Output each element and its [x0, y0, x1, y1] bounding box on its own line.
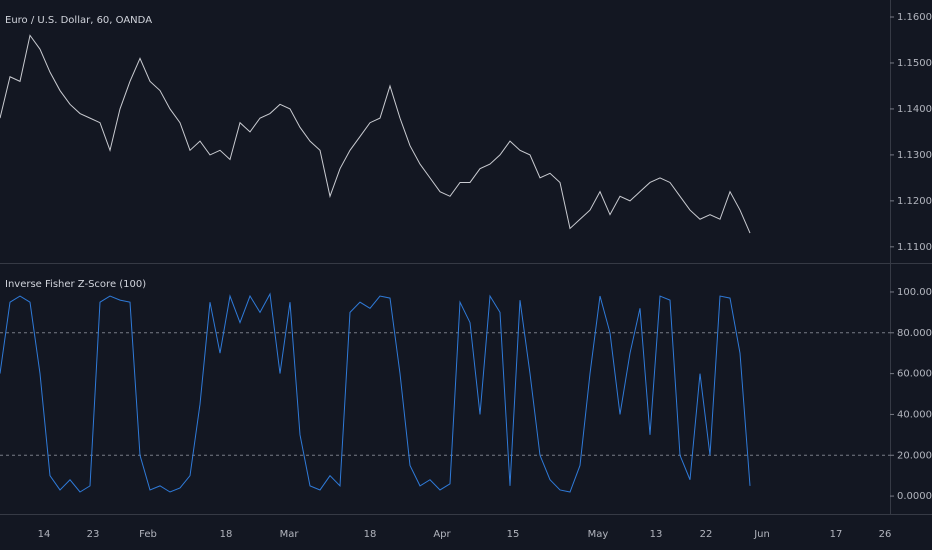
x-tick-label: Apr — [433, 529, 451, 540]
x-tick-label: Feb — [139, 529, 157, 540]
series-line — [0, 292, 751, 493]
x-tick-label: Mar — [280, 529, 300, 540]
y-tick-label: 100.00000 — [897, 287, 932, 298]
x-tick-label: 18 — [220, 529, 233, 540]
y-tick-label: 1.16000 — [897, 12, 932, 23]
y-tick-label: 1.12000 — [897, 196, 932, 207]
y-tick-label: 1.13000 — [897, 150, 932, 161]
y-tick-label: 1.11000 — [897, 242, 932, 253]
x-tick-label: 18 — [364, 529, 377, 540]
x-tick-label: May — [588, 529, 609, 540]
x-tick-label: 23 — [87, 529, 100, 540]
y-tick-label: 40.00000 — [897, 409, 932, 420]
y-tick-label: 1.15000 — [897, 58, 932, 69]
x-tick-label: Jun — [753, 529, 770, 540]
y-tick-label: 20.00000 — [897, 450, 932, 461]
pane-title: Inverse Fisher Z-Score (100) — [5, 279, 146, 290]
y-tick-label: 60.00000 — [897, 369, 932, 380]
x-tick-label: 26 — [879, 529, 892, 540]
y-tick-label: 80.00000 — [897, 328, 932, 339]
pane-title: Euro / U.S. Dollar, 60, OANDA — [5, 15, 152, 26]
x-tick-label: 22 — [700, 529, 713, 540]
x-tick-label: 14 — [38, 529, 51, 540]
series-line — [0, 34, 751, 234]
x-tick-label: 13 — [650, 529, 663, 540]
y-tick-label: 1.14000 — [897, 104, 932, 115]
x-tick-label: 17 — [830, 529, 843, 540]
y-tick-label: 0.00000 — [897, 491, 932, 502]
x-tick-label: 15 — [507, 529, 520, 540]
